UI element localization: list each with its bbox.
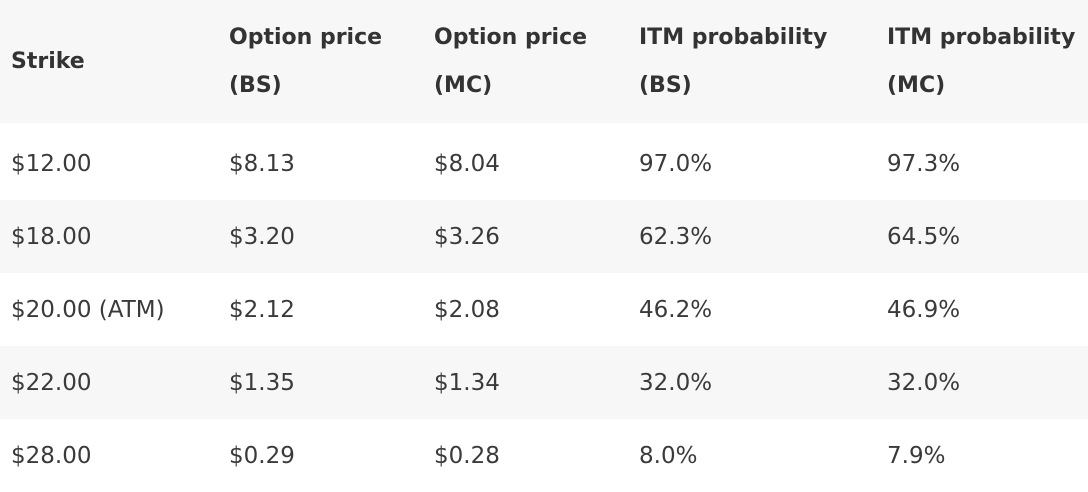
cell-itm-probability-bs: 46.2% (639, 296, 713, 323)
table-row: $12.00 $8.13 $8.04 97.0% 97.3% (0, 123, 1088, 200)
table-row: $20.00 (ATM) $2.12 $2.08 46.2% 46.9% (0, 273, 1088, 346)
header-strike-label: Strike (11, 48, 85, 74)
cell-itm-probability-mc: 32.0% (887, 369, 961, 396)
cell-option-price-mc: $3.26 (434, 223, 500, 250)
table-row: $28.00 $0.29 $0.28 8.0% 7.9% (0, 419, 1088, 492)
header-strike: Strike (0, 0, 218, 123)
cell-itm-probability-bs: 62.3% (639, 223, 713, 250)
header-itm-probability-mc: ITM probability (MC) (876, 0, 1088, 123)
header-option-price-mc: Option price (MC) (423, 0, 628, 123)
table-header: Strike Option price (BS) Option price (M… (0, 0, 1088, 123)
cell-itm-probability-mc: 97.3% (887, 150, 961, 177)
cell-itm-probability-bs: 32.0% (639, 369, 713, 396)
cell-option-price-bs: $8.13 (229, 150, 295, 177)
cell-strike: $18.00 (11, 223, 92, 250)
cell-option-price-bs: $3.20 (229, 223, 295, 250)
cell-strike: $22.00 (11, 369, 92, 396)
header-option-price-mc-line2: (MC) (434, 72, 493, 98)
cell-strike: $28.00 (11, 442, 92, 469)
cell-itm-probability-bs: 8.0% (639, 442, 698, 469)
cell-option-price-mc: $0.28 (434, 442, 500, 469)
cell-itm-probability-mc: 46.9% (887, 296, 961, 323)
header-row: Strike Option price (BS) Option price (M… (0, 0, 1088, 123)
cell-option-price-mc: $1.34 (434, 369, 500, 396)
cell-itm-probability-bs: 97.0% (639, 150, 713, 177)
cell-option-price-mc: $8.04 (434, 150, 500, 177)
cell-option-price-bs: $2.12 (229, 296, 295, 323)
table-row: $18.00 $3.20 $3.26 62.3% 64.5% (0, 200, 1088, 273)
header-itm-probability-mc-line2: (MC) (887, 72, 946, 98)
header-option-price-bs-line1: Option price (229, 24, 383, 50)
cell-itm-probability-mc: 7.9% (887, 442, 946, 469)
header-option-price-bs: Option price (BS) (218, 0, 423, 123)
header-itm-probability-mc-line1: ITM probability (887, 24, 1076, 50)
header-option-price-bs-line2: (BS) (229, 72, 282, 98)
header-option-price-mc-line1: Option price (434, 24, 588, 50)
header-itm-probability-bs-line2: (BS) (639, 72, 692, 98)
cell-option-price-bs: $1.35 (229, 369, 295, 396)
table-body: $12.00 $8.13 $8.04 97.0% 97.3% $18.00 $3… (0, 123, 1088, 492)
cell-strike: $12.00 (11, 150, 92, 177)
cell-itm-probability-mc: 64.5% (887, 223, 961, 250)
cell-option-price-bs: $0.29 (229, 442, 295, 469)
cell-option-price-mc: $2.08 (434, 296, 500, 323)
cell-strike: $20.00 (ATM) (11, 296, 165, 323)
table-row: $22.00 $1.35 $1.34 32.0% 32.0% (0, 346, 1088, 419)
header-itm-probability-bs: ITM probability (BS) (628, 0, 876, 123)
header-itm-probability-bs-line1: ITM probability (639, 24, 828, 50)
